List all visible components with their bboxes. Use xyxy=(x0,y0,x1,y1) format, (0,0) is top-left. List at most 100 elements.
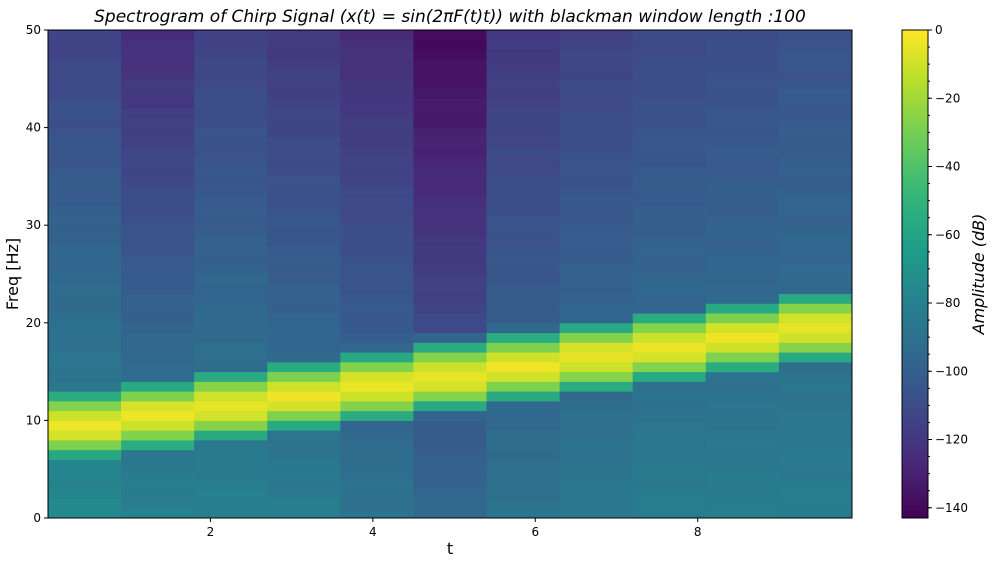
heatmap-cell xyxy=(267,283,341,295)
heatmap-cell xyxy=(486,381,561,392)
heatmap-cell xyxy=(486,449,561,460)
heatmap-cell xyxy=(267,205,341,216)
heatmap-cell xyxy=(121,127,195,138)
heatmap-cell xyxy=(48,215,122,226)
heatmap-cell xyxy=(48,430,122,441)
heatmap-cell xyxy=(413,449,488,460)
heatmap-cell xyxy=(267,478,341,490)
heatmap-cell xyxy=(486,254,561,265)
colorbar xyxy=(901,29,929,519)
heatmap-cell xyxy=(632,303,707,314)
heatmap-cell xyxy=(121,59,195,70)
heatmap-cell xyxy=(121,117,195,129)
heatmap-cell xyxy=(632,137,707,148)
heatmap-cell xyxy=(194,264,268,275)
heatmap-cell xyxy=(48,361,122,373)
heatmap-cell xyxy=(778,459,853,470)
heatmap-cell xyxy=(778,371,853,382)
heatmap-cell xyxy=(486,108,561,119)
heatmap-cell xyxy=(632,508,707,519)
heatmap-cell xyxy=(48,108,122,119)
heatmap-cell xyxy=(778,215,853,226)
heatmap-cell xyxy=(267,59,341,70)
heatmap-cell xyxy=(632,449,707,460)
heatmap-cell xyxy=(121,498,195,509)
heatmap-cell xyxy=(559,361,634,373)
heatmap-cell xyxy=(194,78,268,90)
heatmap-cell xyxy=(267,195,341,207)
heatmap-cell xyxy=(705,459,780,470)
heatmap-cell xyxy=(121,322,195,334)
heatmap-cell xyxy=(705,254,780,265)
heatmap-cell xyxy=(194,391,268,402)
heatmap-cell xyxy=(632,225,707,236)
heatmap-cell xyxy=(267,313,341,324)
heatmap-cell xyxy=(121,274,195,285)
heatmap-cell xyxy=(48,78,122,90)
heatmap-cell xyxy=(486,117,561,129)
heatmap-cell xyxy=(48,352,122,363)
heatmap-cell xyxy=(778,391,853,402)
heatmap-cell xyxy=(705,244,780,255)
heatmap-cell xyxy=(413,283,488,295)
heatmap-cell xyxy=(705,59,780,70)
heatmap-cell xyxy=(340,274,414,285)
heatmap-cell xyxy=(340,449,414,460)
heatmap-cell xyxy=(486,49,561,60)
heatmap-cell xyxy=(778,420,853,431)
heatmap-cell xyxy=(486,274,561,285)
heatmap-cell xyxy=(121,439,195,451)
heatmap-cell xyxy=(632,78,707,90)
heatmap-cell xyxy=(413,264,488,275)
heatmap-cell xyxy=(267,69,341,80)
heatmap-cell xyxy=(559,469,634,480)
heatmap-cell xyxy=(48,156,122,168)
heatmap-cell xyxy=(267,186,341,197)
y-tick-label: 20 xyxy=(26,316,41,330)
heatmap-cell xyxy=(486,352,561,363)
heatmap-cell xyxy=(559,244,634,255)
heatmap-cell xyxy=(705,215,780,226)
heatmap-cell xyxy=(559,225,634,236)
heatmap-cell xyxy=(340,264,414,275)
heatmap-cell xyxy=(486,244,561,255)
heatmap-cell xyxy=(559,30,634,41)
heatmap-cell xyxy=(778,88,853,99)
heatmap-cell xyxy=(340,391,414,402)
heatmap-cell xyxy=(413,127,488,138)
heatmap-cell xyxy=(778,186,853,197)
heatmap-cell xyxy=(194,108,268,119)
heatmap-cell xyxy=(194,176,268,187)
heatmap-cell xyxy=(48,88,122,99)
heatmap-cell xyxy=(121,30,195,41)
heatmap-cell xyxy=(632,293,707,304)
heatmap-cell xyxy=(778,508,853,519)
heatmap-cell xyxy=(778,205,853,216)
colorbar-label: Amplitude (dB) xyxy=(969,214,988,336)
y-axis-label: Freq [Hz] xyxy=(3,238,22,310)
heatmap-cell xyxy=(194,303,268,314)
heatmap-cell xyxy=(48,391,122,402)
heatmap-cell xyxy=(705,156,780,168)
heatmap-cell xyxy=(413,49,488,60)
heatmap-cell xyxy=(486,322,561,334)
heatmap-cell xyxy=(340,430,414,441)
heatmap-cell xyxy=(413,293,488,304)
heatmap-cell xyxy=(194,293,268,304)
heatmap-cell xyxy=(486,127,561,138)
heatmap-cell xyxy=(705,293,780,304)
heatmap-cell xyxy=(486,400,561,412)
colorbar-tick-label: −20 xyxy=(935,91,960,105)
heatmap-cell xyxy=(413,400,488,412)
heatmap-cell xyxy=(486,186,561,197)
x-tick-label: 4 xyxy=(369,525,377,539)
heatmap-cell xyxy=(778,342,853,353)
heatmap-cell xyxy=(705,303,780,314)
heatmap-cell xyxy=(121,430,195,441)
heatmap-cell xyxy=(705,176,780,187)
heatmap-cell xyxy=(486,439,561,451)
heatmap-cell xyxy=(413,420,488,431)
heatmap-cell xyxy=(486,410,561,421)
heatmap-cell xyxy=(267,361,341,373)
heatmap-cell xyxy=(559,108,634,119)
